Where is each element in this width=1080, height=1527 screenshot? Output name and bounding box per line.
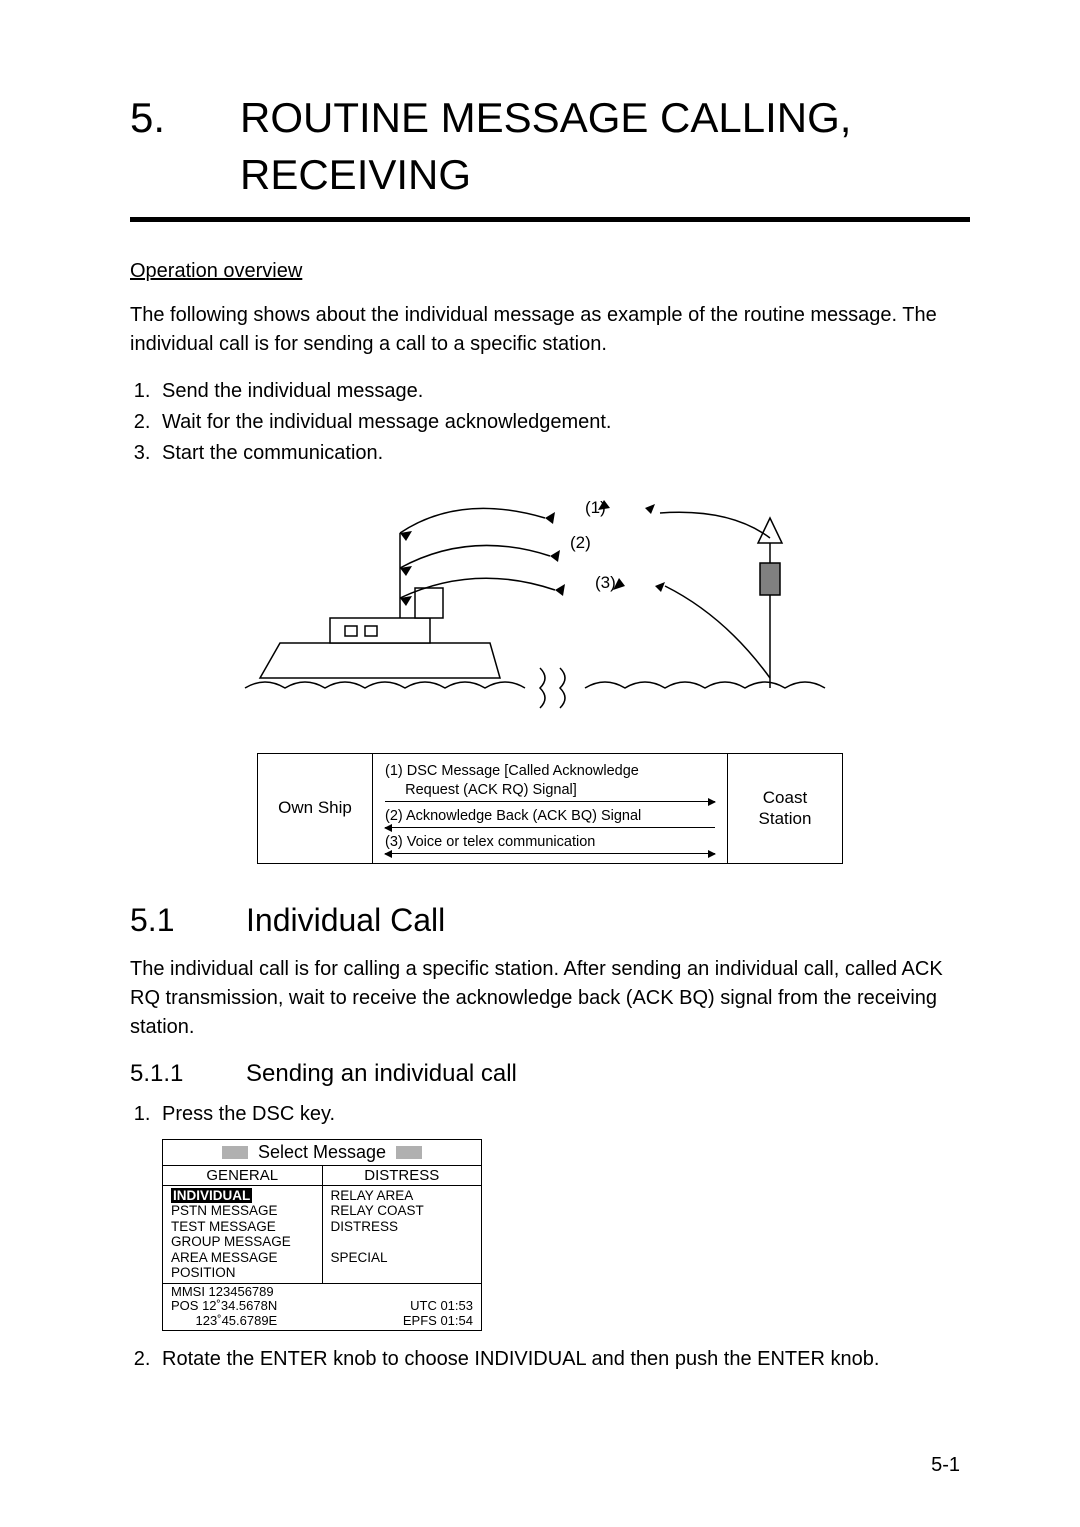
svg-text:(3): (3) (595, 573, 616, 592)
dsc-screen: Select Message GENERAL DISTRESS INDIVIDU… (162, 1139, 970, 1331)
section-5-1-num: 5.1 (130, 902, 246, 939)
section-5-1-1-title: Sending an individual call (246, 1060, 517, 1087)
screen-foot-mmsi: MMSI 123456789 (171, 1285, 277, 1299)
section-5-1-text: The individual call is for calling a spe… (130, 955, 970, 1042)
screen-title-text: Select Message (258, 1142, 386, 1163)
screen-item: TEST MESSAGE (171, 1219, 314, 1235)
title-box-icon (396, 1146, 422, 1159)
procedure-steps: Press the DSC key. (130, 1100, 970, 1129)
overview-step-2: Wait for the individual message acknowle… (156, 408, 970, 437)
screen-distress-list: RELAY AREA RELAY COAST DISTRESS SPECIAL (323, 1186, 482, 1283)
flow-row-1-text: (1) DSC Message [Called Acknowledge Requ… (385, 762, 715, 798)
screen-item (331, 1234, 474, 1250)
section-5-1-title: Individual Call (246, 902, 445, 938)
screen-foot-pos1: POS 12˚34.5678N (171, 1299, 277, 1313)
screen-col-general: GENERAL (163, 1166, 323, 1185)
overview-heading: Operation overview (130, 260, 970, 283)
chapter-title: 5.ROUTINE MESSAGE CALLING, RECEIVING (130, 90, 970, 203)
section-5-1-1-num: 5.1.1 (130, 1060, 246, 1088)
screen-item-individual: INDIVIDUAL (171, 1188, 252, 1203)
chapter-title-line2: RECEIVING (240, 151, 471, 198)
chapter-title-line1: ROUTINE MESSAGE CALLING, (240, 94, 851, 141)
section-5-1-heading: 5.1Individual Call (130, 902, 970, 939)
flow-coast-station: CoastStation (727, 753, 843, 864)
overview-step-3: Start the communication. (156, 439, 970, 468)
ship-diagram: (1) (2) (3) (130, 478, 970, 743)
title-rule (130, 217, 970, 222)
procedure-step-1: Press the DSC key. (156, 1100, 970, 1129)
intro-paragraph: The following shows about the individual… (130, 301, 970, 359)
screen-item: GROUP MESSAGE (171, 1234, 314, 1250)
flow-own-ship: Own Ship (257, 753, 373, 864)
screen-foot-utc: UTC 01:53 (403, 1299, 473, 1313)
screen-item: SPECIAL (331, 1250, 474, 1266)
screen-item: RELAY COAST (331, 1203, 474, 1219)
screen-foot-pos2: 123˚45.6789E (171, 1314, 277, 1328)
page-number: 5-1 (931, 1454, 960, 1477)
screen-item: POSITION (171, 1265, 314, 1281)
procedure-step-2: Rotate the ENTER knob to choose INDIVIDU… (156, 1345, 970, 1374)
screen-col-distress: DISTRESS (323, 1166, 482, 1185)
flow-row-2-text: (2) Acknowledge Back (ACK BQ) Signal (385, 807, 715, 825)
screen-footer: MMSI 123456789 POS 12˚34.5678N 123˚45.67… (163, 1284, 481, 1330)
screen-item: AREA MESSAGE (171, 1250, 314, 1266)
svg-text:(2): (2) (570, 533, 591, 552)
arrow-both-icon (385, 853, 715, 855)
screen-item: PSTN MESSAGE (171, 1203, 314, 1219)
screen-foot-epfs: EPFS 01:54 (403, 1314, 473, 1328)
chapter-number: 5. (130, 90, 240, 147)
title-box-icon (222, 1146, 248, 1159)
ship-diagram-svg: (1) (2) (3) (240, 478, 860, 738)
flow-row-3-text: (3) Voice or telex communication (385, 833, 715, 851)
arrow-left-icon (385, 827, 715, 829)
section-5-1-1-heading: 5.1.1Sending an individual call (130, 1060, 970, 1088)
arrow-right-icon (385, 801, 715, 803)
flow-signals: (1) DSC Message [Called Acknowledge Requ… (373, 753, 727, 864)
overview-step-1: Send the individual message. (156, 377, 970, 406)
procedure-steps-cont: Rotate the ENTER knob to choose INDIVIDU… (130, 1345, 970, 1374)
screen-general-list: INDIVIDUAL PSTN MESSAGE TEST MESSAGE GRO… (163, 1186, 323, 1283)
screen-title-bar: Select Message (163, 1140, 481, 1166)
overview-steps-list: Send the individual message. Wait for th… (130, 377, 970, 468)
screen-item: DISTRESS (331, 1219, 474, 1235)
screen-item: RELAY AREA (331, 1188, 474, 1204)
signal-flow-diagram: Own Ship (1) DSC Message [Called Acknowl… (130, 753, 970, 864)
